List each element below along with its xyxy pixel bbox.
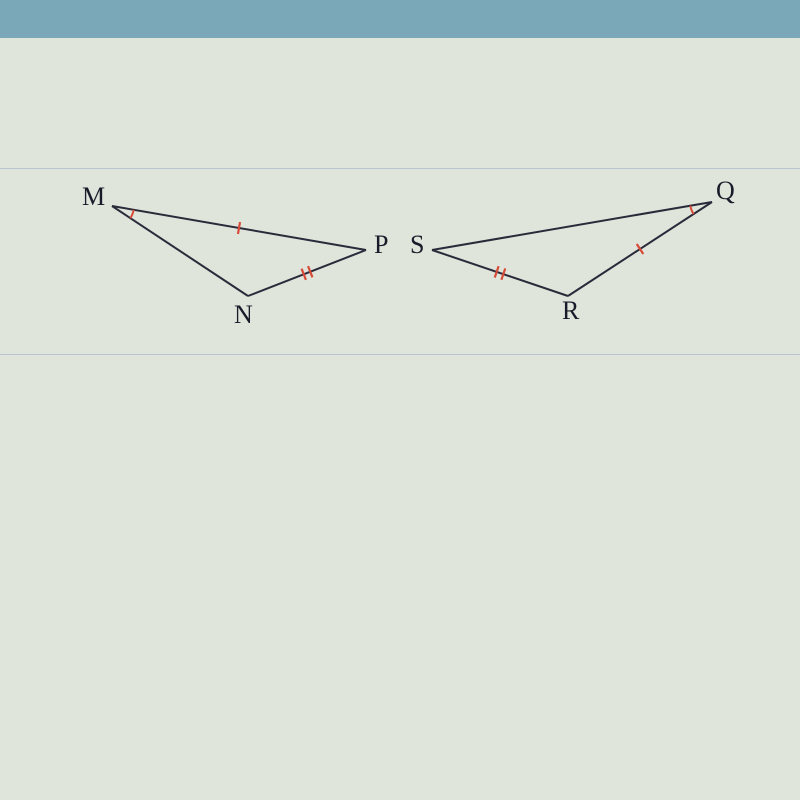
label-m: M bbox=[82, 182, 105, 212]
label-n: N bbox=[234, 300, 253, 330]
content-area: M N P S R Q bbox=[0, 38, 800, 800]
label-p: P bbox=[374, 230, 388, 260]
label-s: S bbox=[410, 230, 424, 260]
label-r: R bbox=[562, 296, 579, 326]
header-bar bbox=[0, 0, 800, 38]
label-q: Q bbox=[716, 176, 735, 206]
geometry-diagram bbox=[0, 38, 800, 800]
